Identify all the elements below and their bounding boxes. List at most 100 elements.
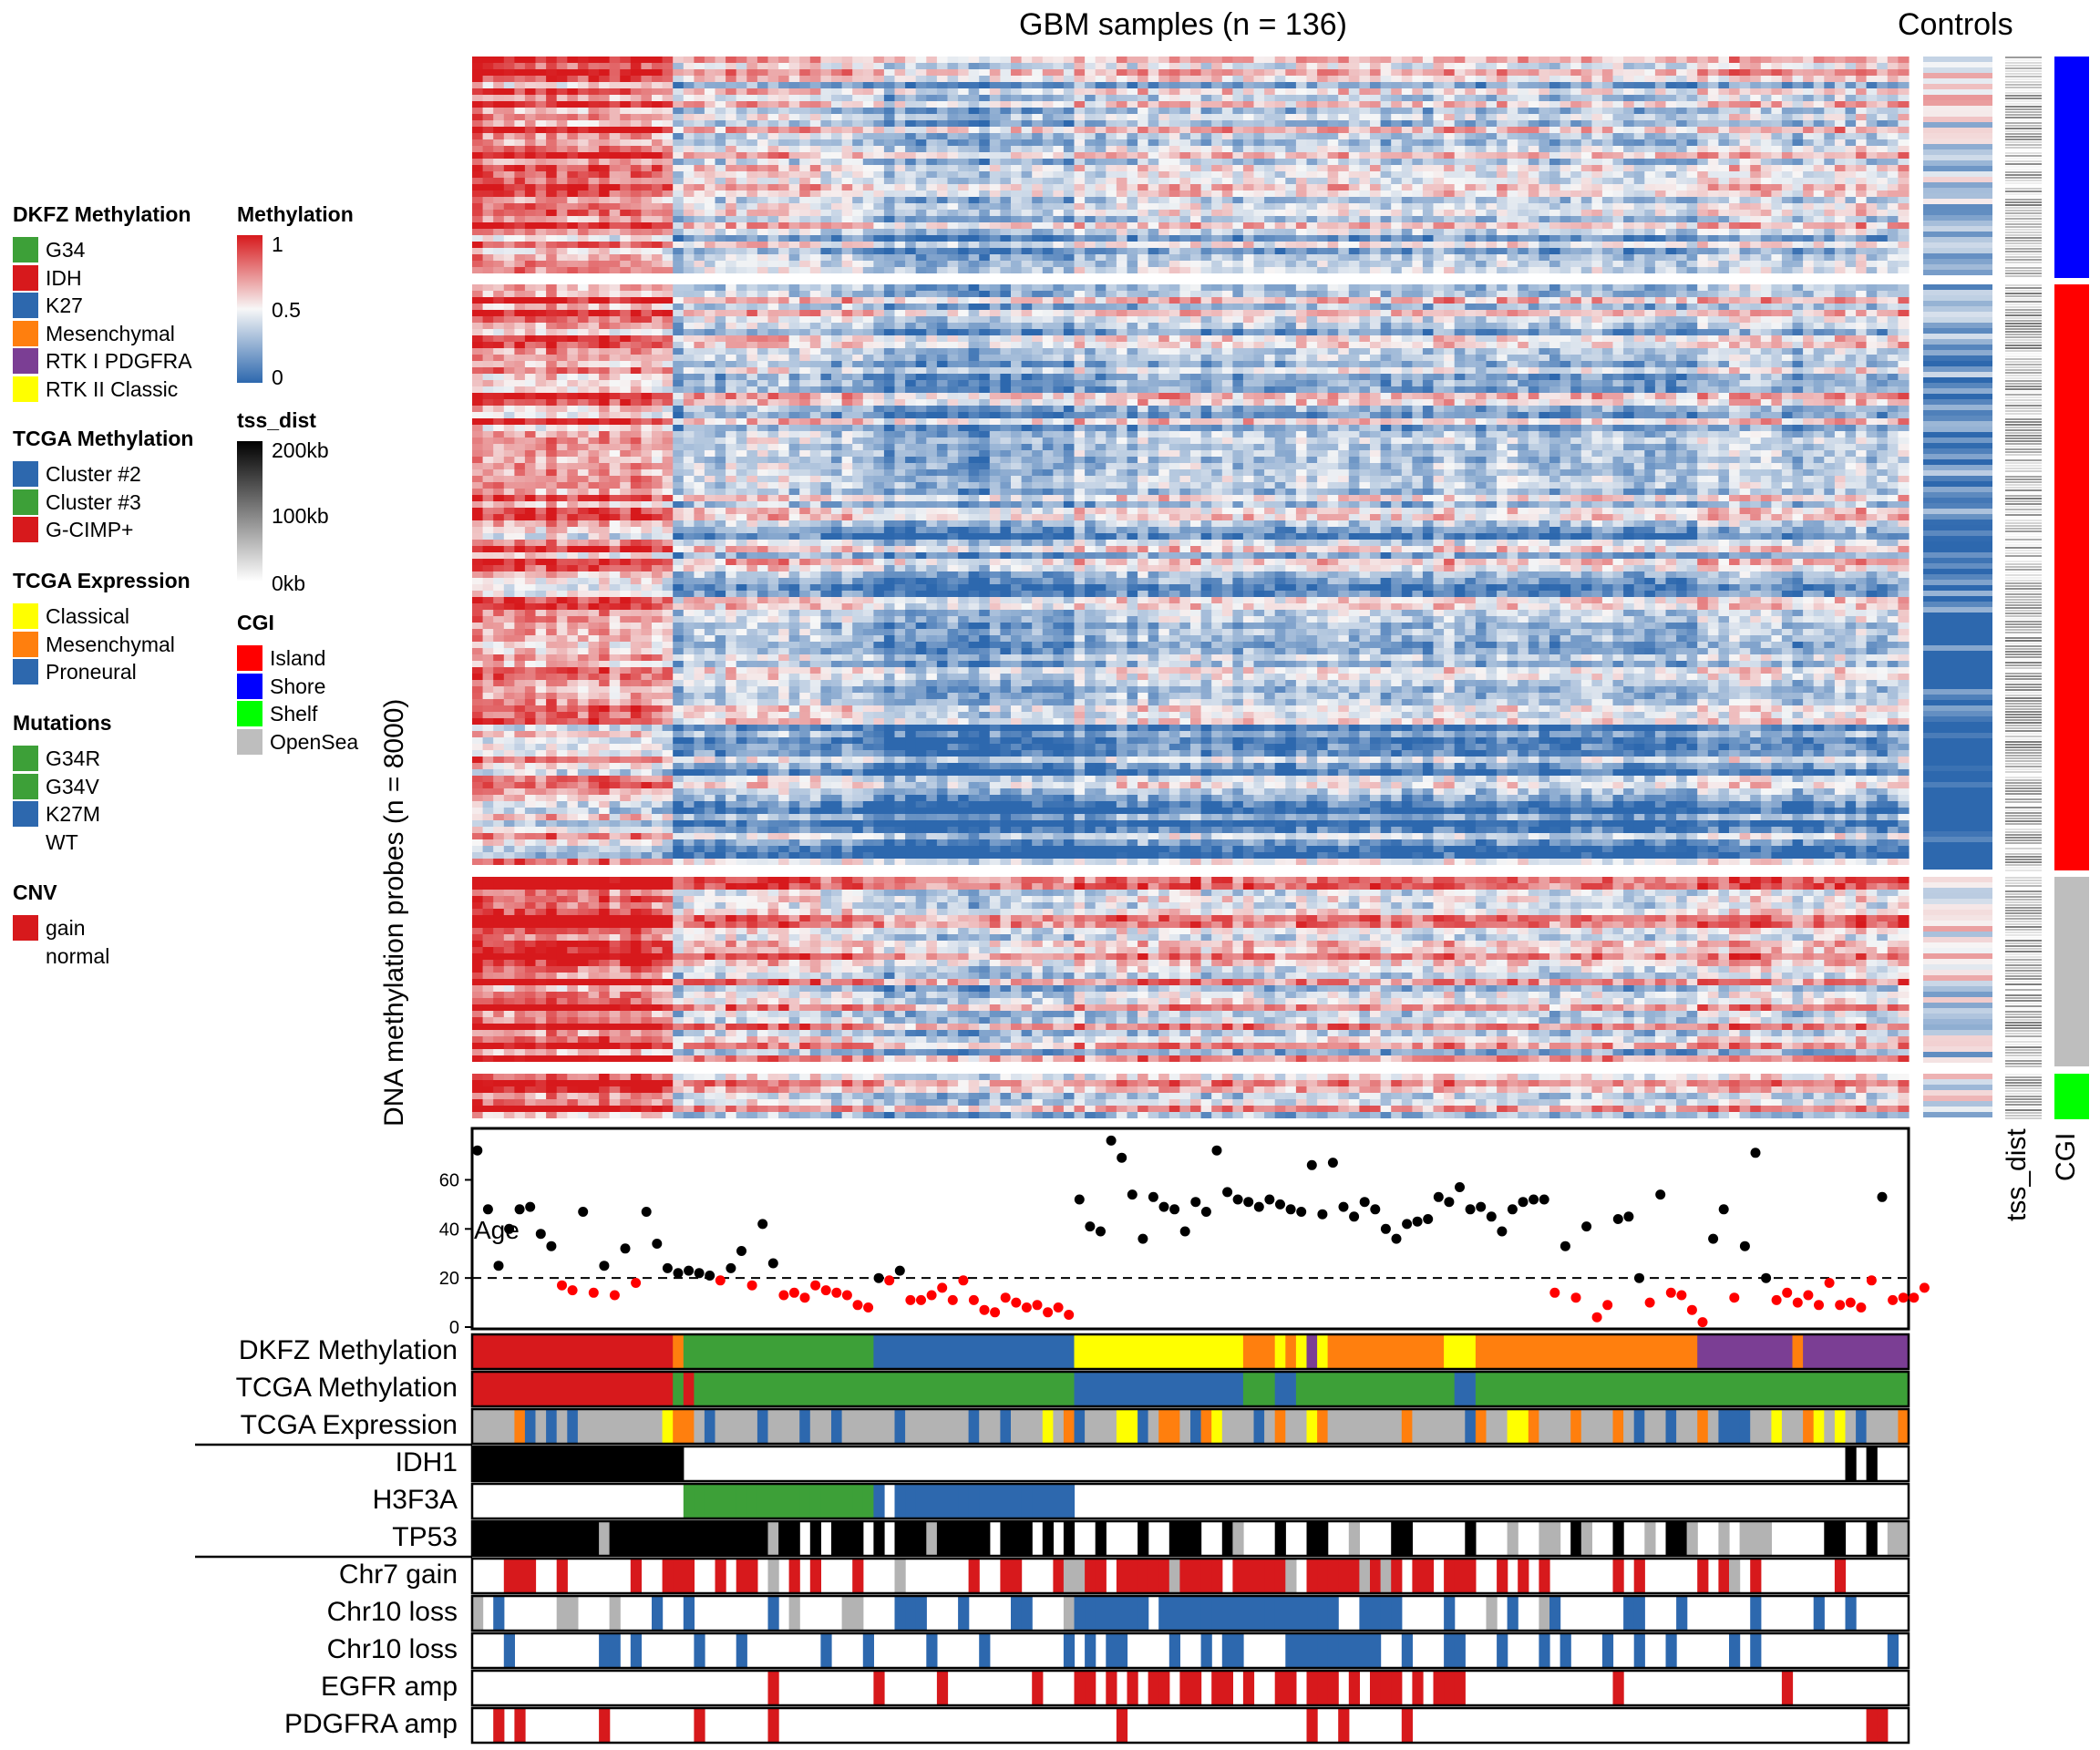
cell: [1707, 1409, 1719, 1444]
tss-stripe: [2005, 859, 2042, 860]
tss-stripe: [2005, 533, 2042, 535]
tss-stripe: [2005, 353, 2042, 355]
cell: [1760, 1521, 1772, 1556]
cell: [778, 1484, 790, 1518]
cell: [1612, 1671, 1624, 1705]
track-label: TCGA Expression: [20, 1410, 458, 1441]
control-row: [1923, 498, 1992, 503]
cell: [704, 1521, 716, 1556]
cell: [979, 1409, 991, 1444]
control-row: [1923, 749, 1992, 755]
tss-stripe: [2005, 517, 2042, 519]
control-row: [1923, 629, 1992, 634]
tss-stripe: [2005, 84, 2042, 86]
control-row: [1923, 684, 1992, 689]
cell: [894, 1484, 906, 1518]
cell: [947, 1521, 959, 1556]
control-row: [1923, 888, 1992, 893]
cell: [1021, 1596, 1033, 1631]
cell: [767, 1596, 779, 1631]
cell: [620, 1446, 632, 1481]
control-row: [1923, 253, 1992, 259]
control-row: [1923, 264, 1992, 270]
cell: [862, 1409, 874, 1444]
cell: [1338, 1633, 1350, 1668]
cell: [694, 1708, 705, 1743]
cell: [715, 1521, 726, 1556]
cell: [1676, 1409, 1688, 1444]
age-point: [1814, 1300, 1824, 1311]
tss-stripe: [2005, 899, 2042, 901]
age-point: [1634, 1272, 1644, 1283]
track-bg: [472, 1633, 1909, 1668]
tss-stripe: [2005, 796, 2042, 798]
cell: [936, 1671, 949, 1705]
cell: [1148, 1559, 1159, 1593]
legend-swatch: [13, 461, 38, 487]
age-point: [1845, 1297, 1856, 1308]
tss-stripe: [2005, 525, 2042, 527]
cell: [947, 1484, 959, 1518]
control-row: [1923, 177, 1992, 182]
tss-stripe: [2005, 234, 2042, 236]
control-row: [1923, 809, 1992, 815]
age-point: [1750, 1148, 1761, 1158]
cell: [1644, 1409, 1656, 1444]
cell: [809, 1409, 821, 1444]
tss-stripe: [2005, 757, 2042, 759]
tss-stripe: [2005, 317, 2042, 319]
tss-stripe: [2005, 364, 2042, 365]
control-row: [1923, 798, 1992, 804]
age-point: [1000, 1292, 1011, 1303]
tss-stripe: [2005, 522, 2042, 524]
age-point: [884, 1275, 895, 1286]
cell: [630, 1446, 642, 1481]
tss-stripe: [2005, 662, 2042, 664]
cell: [746, 1559, 758, 1593]
tss-stripe: [2005, 237, 2042, 239]
track-frame: [470, 1370, 1910, 1408]
age-point: [1011, 1297, 1022, 1308]
legend-swatch: [13, 659, 38, 685]
tss-stripe: [2005, 893, 2042, 895]
control-row: [1923, 106, 1992, 111]
tss-stripe: [2005, 81, 2042, 83]
tss-stripe: [2005, 454, 2042, 456]
tss-stripe: [2005, 845, 2042, 847]
cell: [1274, 1559, 1286, 1593]
cell: [1359, 1409, 1371, 1444]
age-point: [979, 1304, 990, 1315]
tss-stripe: [2005, 689, 2042, 691]
age-point: [1296, 1207, 1307, 1217]
age-point: [578, 1207, 589, 1217]
age-point: [684, 1265, 695, 1276]
tss-stripe: [2005, 1090, 2042, 1092]
legend-cnv-title: CNV: [13, 880, 57, 905]
age-point: [1190, 1197, 1201, 1208]
tss-stripe: [2005, 629, 2042, 631]
cgi-bar-island: [2054, 284, 2089, 870]
cell: [1591, 1409, 1603, 1444]
tss-stripe: [2005, 476, 2042, 478]
age-point: [482, 1204, 493, 1215]
cell: [873, 1409, 885, 1444]
control-row: [1923, 580, 1992, 585]
legend-label: IDH: [46, 266, 82, 290]
tss-stripe: [2005, 645, 2042, 647]
tss-stripe: [2005, 251, 2042, 252]
track-label: PDGFRA amp: [20, 1709, 458, 1740]
age-point: [1771, 1294, 1782, 1305]
tss-stripe: [2005, 275, 2042, 277]
cell: [630, 1409, 642, 1444]
cell: [1612, 1559, 1624, 1593]
cell: [1528, 1409, 1539, 1444]
control-row: [1923, 57, 1992, 62]
cell: [1486, 1409, 1498, 1444]
age-point: [757, 1219, 768, 1230]
tss-stripe: [2005, 391, 2042, 393]
tss-stripe: [2005, 580, 2042, 582]
tss-stripe: [2005, 188, 2042, 190]
control-row: [1923, 290, 1992, 295]
tss-stripe: [2005, 1044, 2042, 1045]
tss-stripe: [2005, 1024, 2042, 1026]
